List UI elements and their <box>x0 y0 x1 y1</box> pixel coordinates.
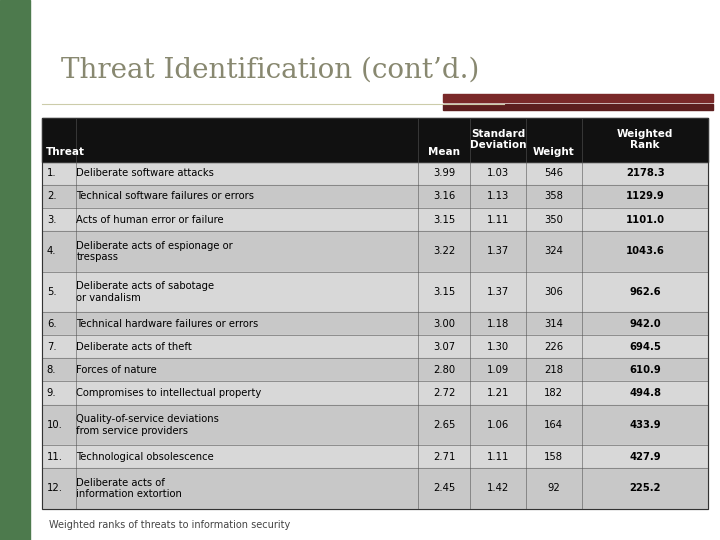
Text: 3.07: 3.07 <box>433 342 456 352</box>
Text: 226: 226 <box>544 342 563 352</box>
Text: Compromises to intellectual property: Compromises to intellectual property <box>76 388 261 398</box>
Text: Technical software failures or errors: Technical software failures or errors <box>76 191 254 201</box>
Text: Weighted
Rank: Weighted Rank <box>617 129 673 151</box>
Text: 1.13: 1.13 <box>487 191 509 201</box>
Text: 5.: 5. <box>47 287 56 297</box>
Text: 1.06: 1.06 <box>487 420 509 430</box>
Text: Deliberate acts of theft: Deliberate acts of theft <box>76 342 192 352</box>
Text: 358: 358 <box>544 191 563 201</box>
Text: 1101.0: 1101.0 <box>626 214 665 225</box>
Text: 1.03: 1.03 <box>487 168 509 178</box>
Text: 7.: 7. <box>47 342 56 352</box>
Text: 2.71: 2.71 <box>433 451 456 462</box>
Text: 1.09: 1.09 <box>487 365 509 375</box>
Text: 182: 182 <box>544 388 563 398</box>
Text: 158: 158 <box>544 451 563 462</box>
Text: 8.: 8. <box>47 365 56 375</box>
Text: Technological obsolescence: Technological obsolescence <box>76 451 214 462</box>
Text: 10.: 10. <box>47 420 63 430</box>
Text: 3.15: 3.15 <box>433 214 456 225</box>
Text: 2.72: 2.72 <box>433 388 456 398</box>
Text: 1.11: 1.11 <box>487 214 509 225</box>
Text: Deliberate acts of sabotage
or vandalism: Deliberate acts of sabotage or vandalism <box>76 281 215 302</box>
Text: 433.9: 433.9 <box>629 420 661 430</box>
Text: 1.30: 1.30 <box>487 342 509 352</box>
Text: 2178.3: 2178.3 <box>626 168 665 178</box>
Text: 1.: 1. <box>47 168 56 178</box>
Text: Deliberate acts of espionage or
trespass: Deliberate acts of espionage or trespass <box>76 240 233 262</box>
Text: 3.00: 3.00 <box>433 319 456 329</box>
Text: 1.37: 1.37 <box>487 246 509 256</box>
Text: Weight: Weight <box>533 147 575 157</box>
Text: Acts of human error or failure: Acts of human error or failure <box>76 214 224 225</box>
Text: Threat: Threat <box>46 147 85 157</box>
Text: Quality-of-service deviations
from service providers: Quality-of-service deviations from servi… <box>76 414 220 436</box>
Text: 1043.6: 1043.6 <box>626 246 665 256</box>
Text: 2.80: 2.80 <box>433 365 456 375</box>
Text: 962.6: 962.6 <box>629 287 661 297</box>
Text: 12.: 12. <box>47 483 63 494</box>
Text: Mean: Mean <box>428 147 461 157</box>
Text: 92: 92 <box>547 483 560 494</box>
Text: Threat Identification (cont’d.): Threat Identification (cont’d.) <box>61 57 480 84</box>
Text: 3.15: 3.15 <box>433 287 456 297</box>
Text: 225.2: 225.2 <box>629 483 661 494</box>
Text: 164: 164 <box>544 420 563 430</box>
Text: 1.18: 1.18 <box>487 319 509 329</box>
Text: 1.42: 1.42 <box>487 483 509 494</box>
Text: 4.: 4. <box>47 246 56 256</box>
Text: 3.: 3. <box>47 214 56 225</box>
Text: 942.0: 942.0 <box>629 319 661 329</box>
Text: Forces of nature: Forces of nature <box>76 365 157 375</box>
Text: 427.9: 427.9 <box>629 451 661 462</box>
Text: 350: 350 <box>544 214 563 225</box>
Text: 694.5: 694.5 <box>629 342 661 352</box>
Text: 3.22: 3.22 <box>433 246 456 256</box>
Text: 610.9: 610.9 <box>629 365 661 375</box>
Text: 3.99: 3.99 <box>433 168 456 178</box>
Text: Deliberate acts of
information extortion: Deliberate acts of information extortion <box>76 478 182 500</box>
Text: 1.11: 1.11 <box>487 451 509 462</box>
Text: Weighted ranks of threats to information security: Weighted ranks of threats to information… <box>49 520 290 530</box>
Text: 2.: 2. <box>47 191 56 201</box>
Text: 306: 306 <box>544 287 563 297</box>
Text: 1.21: 1.21 <box>487 388 509 398</box>
Text: 546: 546 <box>544 168 563 178</box>
Text: 218: 218 <box>544 365 563 375</box>
Text: 1129.9: 1129.9 <box>626 191 665 201</box>
Text: 314: 314 <box>544 319 563 329</box>
Text: Standard
Deviation: Standard Deviation <box>470 129 526 151</box>
Text: Technical hardware failures or errors: Technical hardware failures or errors <box>76 319 258 329</box>
Text: 11.: 11. <box>47 451 63 462</box>
Text: 494.8: 494.8 <box>629 388 661 398</box>
Text: 324: 324 <box>544 246 563 256</box>
Text: 1.37: 1.37 <box>487 287 509 297</box>
Text: 9.: 9. <box>47 388 56 398</box>
Text: 6.: 6. <box>47 319 56 329</box>
Text: 2.45: 2.45 <box>433 483 456 494</box>
Text: Deliberate software attacks: Deliberate software attacks <box>76 168 215 178</box>
Text: 3.16: 3.16 <box>433 191 456 201</box>
Text: 2.65: 2.65 <box>433 420 456 430</box>
